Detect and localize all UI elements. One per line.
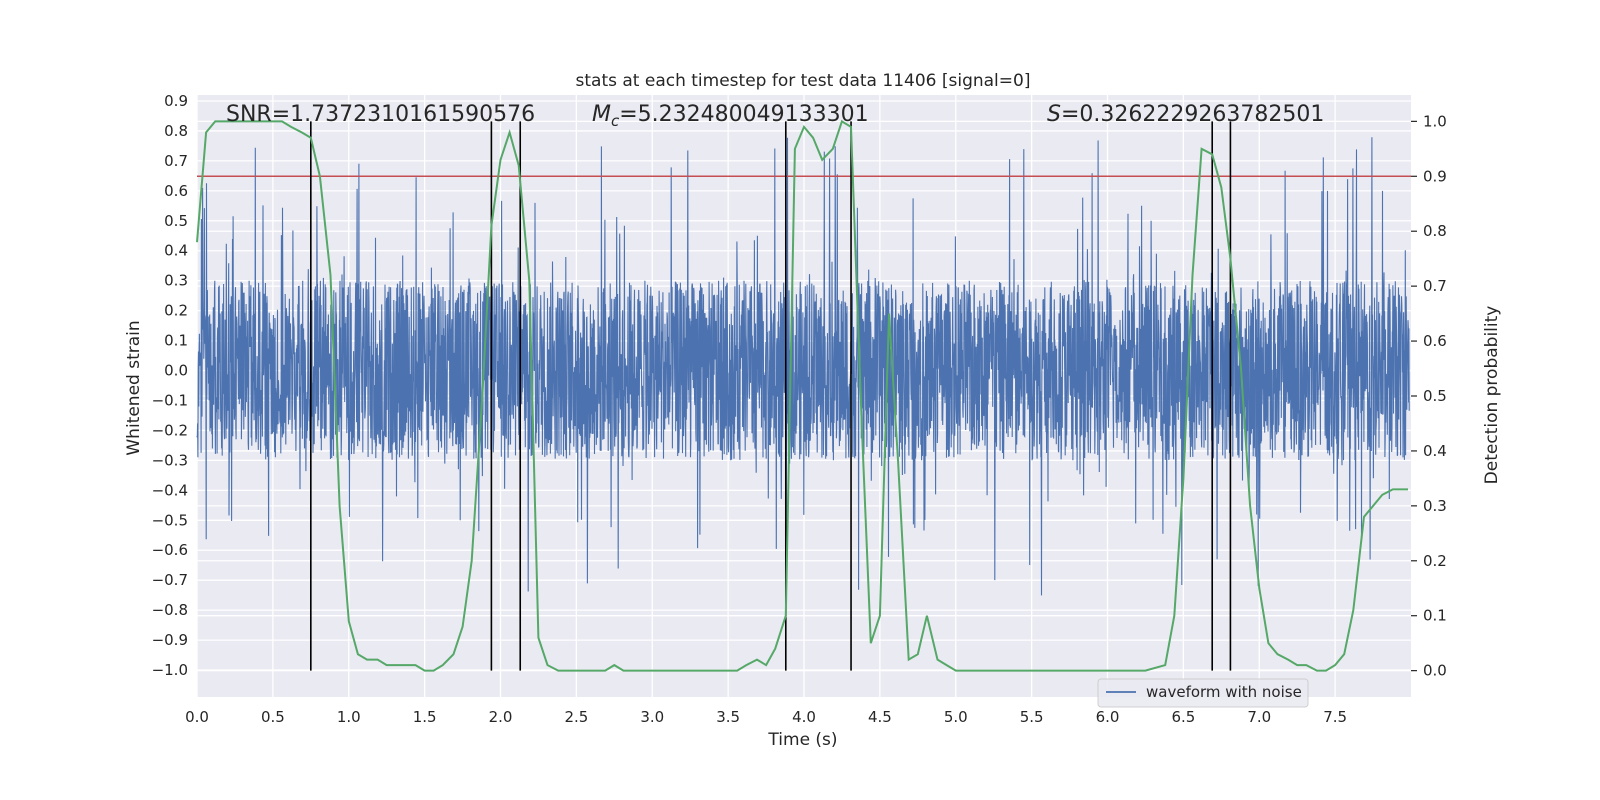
x-tick-label: 7.5	[1323, 708, 1347, 726]
legend: waveform with noise	[1097, 678, 1309, 708]
detection-probability-series	[196, 119, 1408, 672]
x-tick-label: 2.5	[564, 708, 588, 726]
legend-label-waveform: waveform with noise	[1146, 683, 1302, 701]
s-value: =0.3262229263782501	[1061, 102, 1324, 127]
y2-tick-label: 0.0	[1423, 662, 1447, 680]
y-tick-label: 0.7	[164, 152, 188, 170]
y-tick-label: −0.6	[152, 541, 188, 559]
y-tick-label: −1.0	[152, 661, 188, 679]
x-tick-label: 0.0	[185, 708, 209, 726]
x-tick-label: 5.5	[1020, 708, 1044, 726]
y-tick-label: 0.5	[164, 212, 188, 230]
y2-tick-label: 0.8	[1423, 222, 1447, 240]
chirp-mass-annotation: Mc=5.232480049133301	[592, 102, 869, 130]
y2-axis-title: Detection probability	[1482, 306, 1502, 485]
mc-symbol: M	[592, 102, 611, 127]
mc-subscript: c	[611, 112, 620, 130]
waveform-with-noise-series	[196, 137, 1410, 596]
y-tick-label: 0.6	[164, 182, 188, 200]
y-tick-label: 0.8	[164, 122, 188, 140]
y-tick-label: −0.7	[152, 571, 188, 589]
y-tick-label: 0.9	[164, 92, 188, 110]
x-tick-label: 6.0	[1096, 708, 1120, 726]
s-annotation: S=0.3262229263782501	[1047, 102, 1324, 127]
y-tick-label: −0.3	[152, 451, 188, 469]
x-tick-label: 1.0	[337, 708, 361, 726]
x-tick-label: 0.5	[261, 708, 285, 726]
chart-title: stats at each timestep for test data 114…	[576, 71, 1031, 91]
y-tick-label: −0.5	[152, 511, 188, 529]
x-tick-label: 3.0	[640, 708, 664, 726]
x-tick-label: 2.0	[489, 708, 513, 726]
y2-tick-label: 0.9	[1423, 167, 1447, 185]
y-axis-title: Whitened strain	[124, 320, 144, 455]
x-axis-title: Time (s)	[767, 730, 837, 750]
y2-tick-label: 0.7	[1423, 277, 1447, 295]
legend-box	[1097, 678, 1309, 708]
x-tick-label: 6.5	[1171, 708, 1195, 726]
y2-tick-label: 1.0	[1423, 112, 1447, 130]
x-tick-label: 4.0	[792, 708, 816, 726]
snr-annotation: SNR=1.7372310161590576	[226, 102, 535, 127]
event-marker-lines	[310, 121, 1232, 671]
y2-axis-ticks: 1.0 0.9 0.8 0.7 0.6 0.5 0.4 0.3 0.2 0.1 0.0	[1411, 112, 1447, 680]
x-tick-label: 3.5	[716, 708, 740, 726]
y2-tick-label: 0.1	[1423, 607, 1447, 625]
mc-value: =5.232480049133301	[619, 102, 868, 127]
y2-tick-label: 0.2	[1423, 552, 1447, 570]
y-tick-label: 0.0	[164, 362, 188, 380]
y-tick-label: −0.4	[152, 481, 188, 499]
s-symbol: S	[1047, 102, 1061, 127]
y-tick-label: −0.1	[152, 391, 188, 409]
y-axis-ticks: 0.9 0.8 0.7 0.6 0.5 0.4 0.3 0.2 0.1 0.0 −0.1 −0.2 −0…	[152, 92, 188, 679]
x-tick-label: 7.0	[1247, 708, 1271, 726]
y-tick-label: −0.9	[152, 631, 188, 649]
x-tick-label: 4.5	[868, 708, 892, 726]
plot-series-group	[196, 119, 1411, 672]
y2-tick-label: 0.4	[1423, 442, 1447, 460]
y2-tick-label: 0.6	[1423, 332, 1447, 350]
y2-tick-label: 0.3	[1423, 497, 1447, 515]
y-tick-label: 0.1	[164, 332, 188, 350]
x-tick-label: 5.0	[944, 708, 968, 726]
y-tick-label: 0.2	[164, 302, 188, 320]
y-tick-label: 0.3	[164, 272, 188, 290]
y-tick-label: −0.8	[152, 601, 188, 619]
y-tick-label: −0.2	[152, 421, 188, 439]
x-axis-ticks: 0.0 0.5 1.0 1.5 2.0 2.5 3.0 3.5 4.0 4.5 5.0 5.5 6.0 6…	[185, 708, 1347, 726]
x-tick-label: 1.5	[413, 708, 437, 726]
y2-tick-label: 0.5	[1423, 387, 1447, 405]
y-tick-label: 0.4	[164, 242, 188, 260]
